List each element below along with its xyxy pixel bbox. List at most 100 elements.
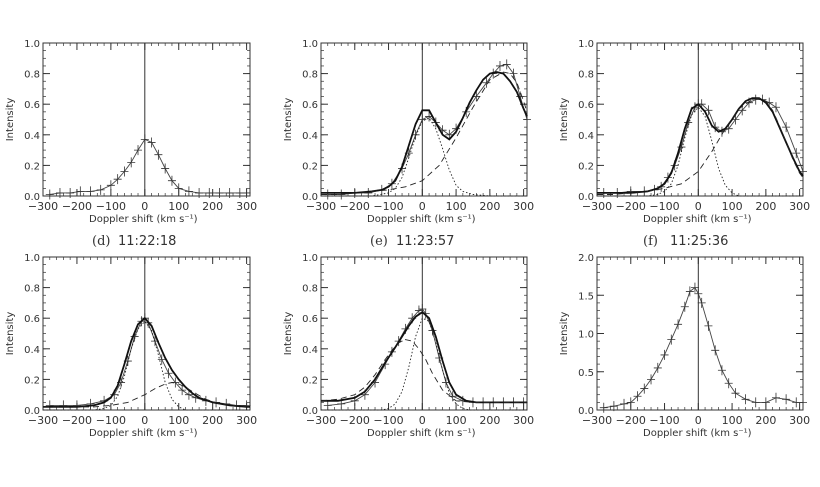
- panel-2-y-tick-label: 0.8: [578, 70, 594, 81]
- panel-2-data-point: [782, 122, 791, 133]
- panel-2-data-point: [792, 148, 801, 159]
- panel-2-y-tick-label: 0.4: [578, 131, 594, 142]
- panel-5-data-point: [626, 397, 635, 408]
- panel-2-x-tick-label: −200: [616, 200, 646, 213]
- panel-3-y-axis-label: Intensity: [5, 312, 16, 356]
- panel-3-x-tick-label: 300: [236, 414, 257, 427]
- panel-5-data-point: [660, 349, 669, 360]
- panel-3-x-tick-label: −200: [62, 414, 92, 427]
- panel-0-data-point: [140, 134, 149, 145]
- panel-5-data-point: [724, 378, 733, 389]
- panel-0-y-axis-label: Intensity: [5, 98, 16, 142]
- panel-5-data-point: [741, 394, 750, 405]
- panel-3-data-point: [45, 400, 54, 411]
- panel-0-data-point: [205, 187, 214, 198]
- panel-5-y-axis-label: Intensity: [559, 312, 570, 356]
- panel-0-frame: [42, 42, 251, 197]
- panel-label-e: (e): [370, 234, 388, 249]
- panel-4-x-tick-label: 200: [479, 414, 500, 427]
- panel-0-y-tick-label: 0.0: [24, 192, 40, 203]
- panel-3-x-axis-label: Doppler shift (km s⁻¹): [89, 428, 198, 439]
- panel-3-series-0-observed-line: [49, 317, 247, 406]
- panel-5-data-point: [640, 383, 649, 394]
- panel-0-data-point: [120, 166, 129, 177]
- panel-2-y-tick-label: 0.6: [578, 100, 594, 111]
- panel-0-data-point: [225, 187, 234, 198]
- panel-3-x-tick-label: 0: [141, 414, 148, 427]
- panel-0-data-point: [66, 187, 75, 198]
- panel-2-y-tick-label: 0.2: [578, 161, 594, 172]
- panel-5-y-tick-label: 0.5: [578, 368, 594, 379]
- panel-3: −300 −200 −100 0 100 200 300 0.0 0.2 0.4 0.6 0.8 1.0…: [5, 253, 257, 439]
- panel-1-data-point: [364, 187, 373, 198]
- panel-label-f: (f): [643, 234, 658, 249]
- panel-1-y-tick-label: 0.0: [302, 192, 318, 203]
- panel-1-x-tick-label: −100: [373, 200, 403, 213]
- panel-2-x-axis-label: Doppler shift (km s⁻¹): [643, 214, 752, 225]
- panel-5-data-point: [751, 397, 760, 408]
- panel-1-x-tick-label: −200: [340, 200, 370, 213]
- panel-3-frame: [42, 256, 251, 411]
- panel-2-data-point: [751, 94, 760, 105]
- panel-1-data-point: [482, 77, 491, 88]
- panel-1-series-2-dotted-component: [321, 117, 527, 197]
- panel-0-data-point: [106, 180, 115, 191]
- panel-2-x-tick-label: 100: [722, 200, 743, 213]
- panel-3-data-point: [72, 400, 81, 411]
- panel-4: −300 −200 −100 0 100 200 300 0.0 0.2 0.4 0.6 0.8 1.0…: [283, 253, 534, 439]
- panel-5-y-tick-label: 1.0: [578, 330, 594, 341]
- panel-5-y-tick-label: 0.0: [578, 406, 594, 417]
- panel-0-y-tick-label: 0.4: [24, 131, 40, 142]
- panel-time-f: 11:25:36: [670, 234, 729, 249]
- panel-4-x-tick-label: 100: [446, 414, 467, 427]
- panel-4-y-tick-label: 0.4: [302, 345, 318, 356]
- panel-0-data-point: [235, 187, 244, 198]
- panel-1-y-axis-label: Intensity: [283, 98, 294, 142]
- panel-5-data-point: [799, 397, 807, 408]
- panel-4-y-tick-label: 1.0: [302, 253, 318, 264]
- panel-5-data-point: [690, 282, 699, 293]
- panel-2-y-axis-label: Intensity: [559, 98, 570, 142]
- panel-4-y-tick-label: 0.0: [302, 406, 318, 417]
- panel-5-data-point: [711, 345, 720, 356]
- panel-4-x-axis-label: Doppler shift (km s⁻¹): [367, 428, 476, 439]
- panel-3-series-3-dashed-component: [43, 382, 251, 408]
- panel-1-x-tick-label: 100: [446, 200, 467, 213]
- panel-5-data-point: [771, 392, 780, 403]
- panel-3-data-point: [178, 385, 187, 396]
- panel-0-x-axis-label: Doppler shift (km s⁻¹): [89, 214, 198, 225]
- panel-1-y-tick-label: 0.6: [302, 100, 318, 111]
- panel-5-data-point: [731, 388, 740, 399]
- panel-4-series-2-dotted-component: [321, 317, 527, 411]
- panel-1-y-tick-label: 0.4: [302, 131, 318, 142]
- panel-3-series-1-fit-line: [43, 316, 250, 408]
- panel-5-data-point: [792, 397, 801, 408]
- panel-3-y-tick-label: 0.4: [24, 345, 40, 356]
- panel-2-series-1-fit-line: [597, 97, 804, 194]
- panel-2-x-tick-label: 300: [789, 200, 810, 213]
- panel-0-data-point: [184, 186, 193, 197]
- panel-4-x-tick-label: 300: [513, 414, 534, 427]
- panel-2-frame: [596, 42, 804, 197]
- panel-0-x-tick-label: −100: [96, 200, 126, 213]
- panel-1: −300 −200 −100 0 100 200 300 0.0 0.2 0.4 0.6 0.8 1.0…: [283, 39, 534, 225]
- panel-0-x-tick-label: 0: [141, 200, 148, 213]
- panel-0-data-point: [96, 184, 105, 195]
- panel-5-x-tick-label: −300: [582, 414, 612, 427]
- panel-2-data-point: [626, 186, 635, 197]
- panel-1-data-point: [495, 60, 504, 71]
- panel-0-x-tick-label: −200: [62, 200, 92, 213]
- panel-5-x-tick-label: −200: [616, 414, 646, 427]
- panel-0-data-point: [113, 174, 122, 185]
- panel-5-data-point: [685, 286, 694, 297]
- panel-5-x-tick-label: 100: [722, 414, 743, 427]
- panel-5-data-point: [647, 374, 656, 385]
- panel-4-series-3-dashed-component: [320, 339, 527, 403]
- panel-4-x-tick-label: −100: [373, 414, 403, 427]
- panel-5-data-point: [704, 320, 713, 331]
- panel-5-y-tick-label: 2.0: [578, 253, 594, 264]
- panel-2-x-tick-label: −300: [582, 200, 612, 213]
- panel-0-data-point: [134, 145, 143, 156]
- panel-1-y-tick-label: 0.8: [302, 70, 318, 81]
- panel-0-x-tick-label: 300: [236, 200, 257, 213]
